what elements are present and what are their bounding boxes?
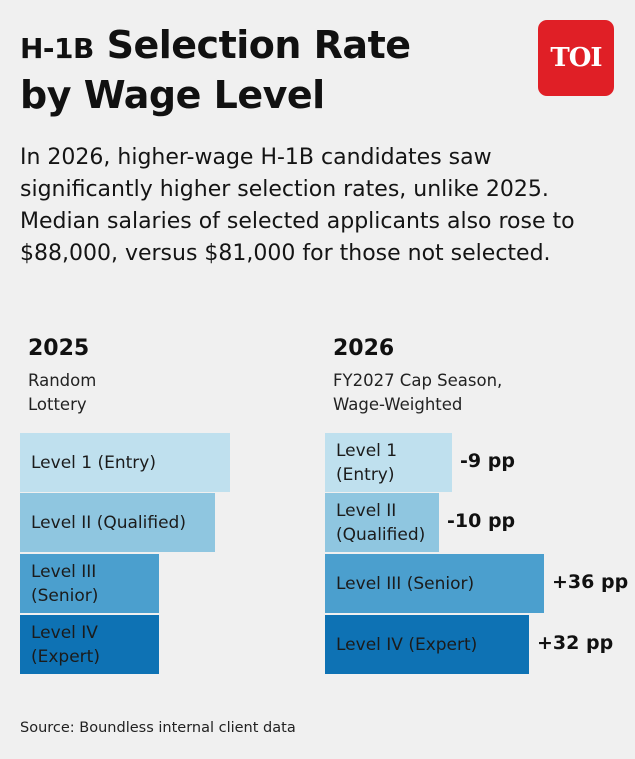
bar-0-3: Level IV (Expert) xyxy=(20,615,159,674)
title-line2: by Wage Level xyxy=(20,73,325,117)
change-label-2: +36 pp xyxy=(552,570,629,593)
bar-0-1: Level II (Qualified) xyxy=(20,493,215,552)
bar-1-3: Level IV (Expert) xyxy=(325,615,529,674)
chart-method-0: Random Lottery xyxy=(28,371,97,414)
chart-year-0: 2025 xyxy=(28,336,90,361)
change-label-1: -10 pp xyxy=(447,509,516,532)
bar-1-2: Level III (Senior) xyxy=(325,554,544,613)
change-label-0: -9 pp xyxy=(460,449,515,472)
bar-0-2: Level III (Senior) xyxy=(20,554,159,613)
title-line1: Selection Rate xyxy=(93,23,411,67)
chart-method-1: FY2027 Cap Season, Wage-Weighted xyxy=(333,371,503,414)
title-prefix: H-1B xyxy=(20,32,94,65)
bar-0-0: Level 1 (Entry) xyxy=(20,433,230,492)
chart-year-1: 2026 xyxy=(333,336,395,361)
change-label-3: +32 pp xyxy=(537,631,614,654)
bar-1-1: Level II (Qualified) xyxy=(325,493,439,552)
chart-subtitle: In 2026, higher-wage H-1B candidates saw… xyxy=(20,145,575,266)
chart-title: H-1B Selection Rate by Wage Level xyxy=(20,22,520,118)
toi-logo: TOI xyxy=(538,20,614,96)
bar-1-0: Level 1 (Entry) xyxy=(325,433,452,492)
source-note: Source: Boundless internal client data xyxy=(20,720,296,736)
